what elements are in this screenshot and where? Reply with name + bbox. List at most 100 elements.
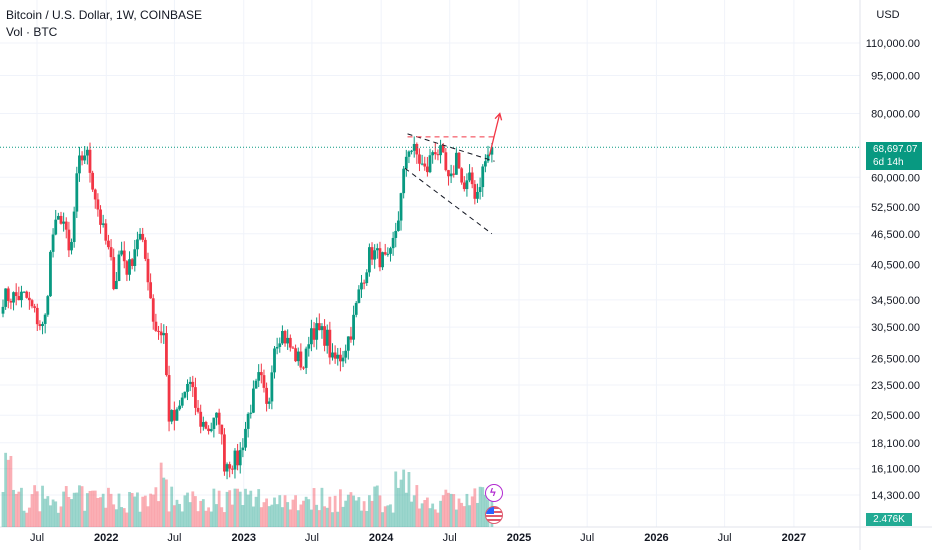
candle-body: [175, 409, 179, 421]
volume-bar: [180, 511, 184, 527]
volume-bar: [249, 490, 253, 527]
candle-body: [262, 375, 266, 388]
candle-body: [418, 154, 421, 164]
volume-bar: [336, 511, 340, 527]
lightning-event-icon[interactable]: ϟ: [485, 484, 503, 502]
volume-bar: [315, 504, 319, 527]
candle-body: [441, 145, 445, 153]
y-tick-label: 60,000.00: [871, 172, 920, 184]
last-price-badge: 68,697.07 6d 14h: [866, 142, 922, 170]
x-tick-label: 2025: [507, 532, 531, 544]
volume-bar: [383, 506, 387, 527]
volume-bar: [54, 501, 58, 527]
candle-body: [14, 292, 18, 297]
volume-bar: [444, 489, 448, 527]
candle-body: [151, 298, 155, 322]
volume-bar: [307, 499, 311, 527]
candle-body: [109, 247, 113, 258]
candle-body: [172, 410, 176, 421]
volume-bar: [78, 485, 81, 527]
candle-body: [70, 241, 73, 251]
volume-bar: [312, 488, 316, 527]
candle-body: [439, 145, 442, 156]
candle-body: [51, 234, 55, 252]
volume-bar: [275, 504, 279, 527]
candle-body: [233, 450, 237, 470]
candle-body: [122, 250, 126, 262]
candle-body: [389, 248, 392, 254]
x-tick-label: 2024: [369, 532, 394, 544]
candle-body: [349, 336, 353, 340]
last-volume-badge: 2.476K: [866, 513, 912, 526]
volume-bar: [431, 503, 435, 527]
candle-body: [476, 192, 479, 199]
candle-body: [33, 306, 37, 308]
volume-bar: [360, 510, 363, 527]
candle-body: [27, 297, 31, 301]
y-tick-label: 40,500.00: [871, 259, 920, 271]
volume-bar: [51, 499, 55, 527]
volume-bar: [183, 495, 187, 527]
candle-body: [220, 424, 224, 435]
volume-bar: [14, 493, 18, 527]
volume-bar: [33, 485, 37, 527]
x-tick-label: 2027: [782, 532, 806, 544]
volume-bar: [107, 487, 110, 527]
candle-body: [302, 367, 305, 369]
candle-body: [478, 187, 482, 193]
volume-bar: [56, 512, 60, 527]
volume-bar: [67, 496, 71, 527]
candle-body: [1, 306, 5, 314]
volume-bar: [302, 500, 305, 527]
x-tick-label: 2026: [644, 532, 668, 544]
volume-bar: [99, 497, 102, 527]
volume-bar: [333, 495, 337, 527]
candle-body: [91, 172, 95, 190]
volume-bar: [186, 492, 189, 527]
candle-body: [186, 383, 189, 392]
volume-bar: [346, 494, 350, 527]
volume-bar: [365, 510, 369, 527]
candle-body: [444, 152, 448, 171]
candle-body: [62, 221, 66, 224]
currency-button[interactable]: USD: [876, 9, 900, 21]
candle-body: [43, 314, 47, 324]
volume-bar: [344, 500, 348, 527]
candle-body: [490, 147, 494, 155]
candle-body: [162, 333, 166, 336]
volume-bar: [83, 510, 87, 527]
candle-body: [75, 173, 79, 212]
candle-body: [367, 247, 371, 273]
volume-bar: [396, 487, 400, 527]
candle-body: [154, 321, 158, 331]
volume-bar: [194, 496, 197, 527]
volume-bar: [407, 472, 411, 527]
volume-bar: [304, 496, 308, 527]
candle-body: [143, 239, 147, 259]
candle-body: [283, 331, 287, 344]
volume-bar: [262, 502, 266, 527]
candle-body: [344, 350, 348, 358]
candle-body: [312, 328, 316, 340]
volume-bar: [270, 504, 274, 527]
volume-indicator-label: Vol · BTC: [6, 25, 58, 39]
volume-bar: [35, 491, 39, 527]
volume-bar: [423, 500, 427, 527]
candle-body: [104, 223, 108, 241]
volume-bar: [4, 452, 8, 527]
candle-body: [468, 172, 471, 181]
last-price-value: 68,697.07: [873, 144, 918, 155]
candle-body: [278, 343, 282, 347]
volume-bar: [294, 495, 297, 527]
volume-bar: [12, 489, 15, 527]
candle-body: [6, 288, 10, 301]
x-tick-label: Jul: [305, 532, 319, 544]
candle-body: [99, 209, 102, 225]
volume-bar: [146, 506, 150, 527]
candle-body: [167, 375, 171, 422]
volume-bar: [170, 486, 174, 527]
candle-body: [17, 296, 21, 301]
us-flag-event-icon[interactable]: [485, 506, 503, 524]
volume-bar: [244, 488, 247, 527]
